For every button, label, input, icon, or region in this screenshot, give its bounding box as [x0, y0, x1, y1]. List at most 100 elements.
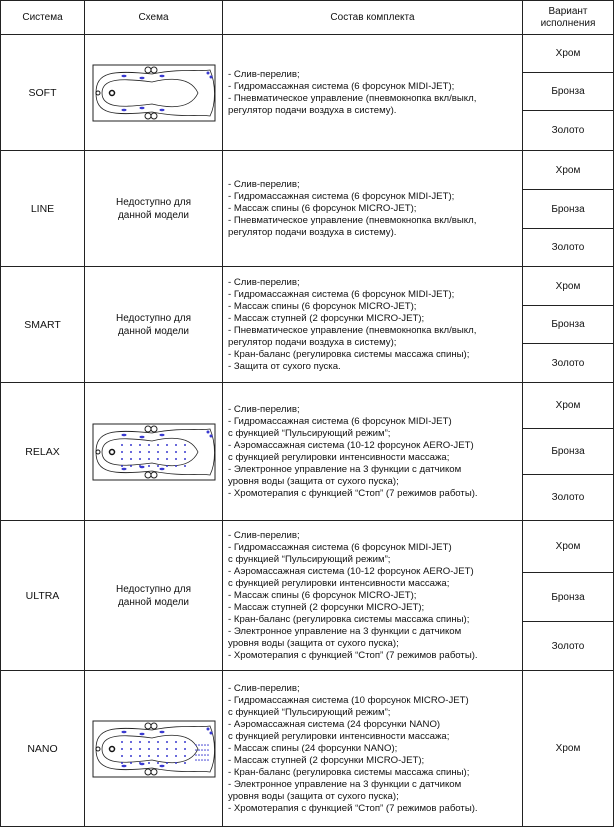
schema-cell	[84, 670, 223, 827]
aero-jet-icon	[129, 761, 132, 764]
variant-cell: Бронза	[522, 189, 614, 229]
aero-jet-icon	[138, 740, 141, 743]
system-name: LINE	[0, 150, 85, 267]
variant-cell: Хром	[522, 670, 614, 827]
aero-jet-icon	[120, 450, 123, 453]
aero-jet-icon	[183, 443, 186, 446]
contents-line: - Массаж спины (6 форсунок MICRO-JET);	[228, 202, 417, 214]
aero-jet-icon	[156, 457, 159, 460]
aero-jet-icon	[156, 450, 159, 453]
aero-jet-icon	[174, 443, 177, 446]
contents-line: - Электронное управление на 3 функции с …	[228, 463, 462, 475]
aero-jet-icon	[183, 457, 186, 460]
variant-cell: Бронза	[522, 72, 614, 111]
jet-icon	[121, 74, 126, 77]
aero-jet-icon	[147, 457, 150, 460]
table-row: NANO - Слив-перелив; - Гидромассажная сис…	[0, 670, 614, 827]
contents-line: - Кран-баланс (регулировка системы масса…	[228, 613, 470, 625]
nano-jet-icon	[203, 753, 206, 756]
jet-icon	[139, 106, 144, 109]
aero-jet-icon	[138, 443, 141, 446]
jet-icon	[139, 76, 144, 79]
aero-jet-icon	[174, 761, 177, 764]
aero-jet-icon	[183, 761, 186, 764]
table-row: Бронза	[1, 428, 614, 475]
schema-unavailable: Недоступно для данной модели	[84, 520, 223, 671]
contents-line: - Слив-перелив;	[228, 68, 300, 80]
variant-cell: Золото	[522, 474, 614, 521]
variant-cell: Бронза	[522, 572, 614, 622]
aero-jet-icon	[165, 761, 168, 764]
aero-jet-icon	[138, 450, 141, 453]
nano-jet-icon	[206, 748, 209, 751]
contents-line: - Массаж ступней (2 форсунки MICRO-JET);	[228, 601, 425, 613]
contents-cell: - Слив-перелив; - Гидромассажная система …	[222, 382, 523, 521]
jet-icon	[159, 108, 164, 111]
contents-line: - Массаж спины (24 форсунки NANO);	[228, 742, 398, 754]
aero-jet-icon	[156, 740, 159, 743]
contents-line: - Массаж ступней (2 форсунки MICRO-JET);	[228, 754, 425, 766]
nano-jet-icon	[197, 753, 200, 756]
aero-jet-icon	[129, 754, 132, 757]
aero-jet-icon	[174, 457, 177, 460]
aero-jet-icon	[156, 761, 159, 764]
aero-jet-icon	[165, 450, 168, 453]
variant-cell: Хром	[522, 520, 614, 573]
contents-line: - Аэромассажная система (10-12 форсунок …	[228, 439, 474, 451]
variant-cell: Золото	[522, 621, 614, 671]
aero-jet-icon	[138, 464, 141, 467]
jet-icon	[121, 433, 126, 436]
aero-jet-icon	[147, 464, 150, 467]
variant-cell: Бронза	[522, 305, 614, 344]
aero-jet-icon	[147, 450, 150, 453]
contents-line: с функцией регулировки интенсивности мас…	[228, 730, 450, 742]
aero-jet-icon	[129, 747, 132, 750]
aero-jet-icon	[165, 747, 168, 750]
contents-cell: - Слив-перелив; - Гидромассажная система …	[222, 266, 523, 383]
aero-jet-icon	[156, 747, 159, 750]
table-row: Золото	[1, 343, 614, 383]
table-row: Бронза	[1, 189, 614, 229]
jet-icon	[121, 467, 126, 470]
contents-cell: - Слив-перелив; - Гидромассажная система …	[222, 520, 523, 671]
aero-jet-icon	[165, 464, 168, 467]
aero-jet-icon	[174, 464, 177, 467]
contents-line: - Слив-перелив;	[228, 403, 300, 415]
contents-line: регулятор подачи воздуха в систему).	[228, 226, 397, 238]
jet-icon	[159, 467, 164, 470]
nano-jet-icon	[194, 758, 197, 761]
variant-cell: Бронза	[522, 428, 614, 475]
schema-cell	[84, 382, 223, 521]
unavailable-text: Недоступно для данной модели	[115, 196, 191, 221]
aero-jet-icon	[129, 464, 132, 467]
nano-jet-icon	[197, 758, 200, 761]
schema-unavailable: Недоступно для данной модели	[84, 266, 223, 383]
unavailable-text: Недоступно для данной модели	[115, 312, 191, 337]
contents-line: - Электронное управление на 3 функции с …	[228, 778, 462, 790]
table-row: Бронза	[1, 305, 614, 344]
jet-icon	[121, 764, 126, 767]
contents-line: - Гидромассажная система (6 форсунок MID…	[228, 190, 455, 202]
jet-icon	[121, 730, 126, 733]
variant-cell: Хром	[522, 34, 614, 73]
header-contents: Состав комплекта	[222, 0, 523, 35]
nano-jet-icon	[197, 743, 200, 746]
variant-cell: Хром	[522, 266, 614, 306]
aero-jet-icon	[129, 740, 132, 743]
nano-jet-icon	[197, 748, 200, 751]
table-row: Золото	[1, 228, 614, 267]
contents-line: - Гидромассажная система (10 форсунок MI…	[228, 694, 469, 706]
aero-jet-icon	[129, 457, 132, 460]
table-row: RELAX - Слив-перелив; - Гидромассажная си…	[0, 382, 614, 521]
nano-jet-icon	[194, 743, 197, 746]
drain-icon	[108, 89, 115, 96]
bath-schema-image	[92, 423, 215, 480]
aero-jet-icon	[120, 443, 123, 446]
contents-line: - Кран-баланс (регулировка системы масса…	[228, 348, 470, 360]
header-schema: Схема	[84, 0, 223, 35]
contents-line: - Массаж ступней (2 форсунки MICRO-JET);	[228, 312, 425, 324]
system-name: SOFT	[0, 34, 85, 151]
nano-jet-icon	[200, 748, 203, 751]
table-row: SMART Недоступно для данной модели - Слив-…	[0, 266, 614, 383]
